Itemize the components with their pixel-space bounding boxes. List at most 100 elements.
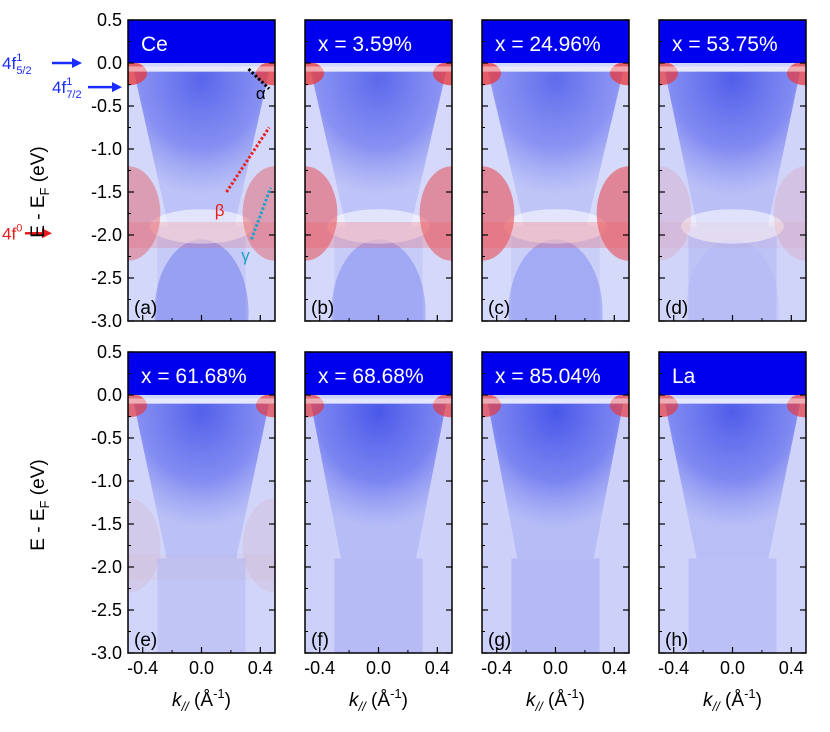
panel-letter: (f) xyxy=(311,630,329,651)
y-tick-label: -1.5 xyxy=(91,514,122,534)
y-tick-label: -3.0 xyxy=(91,643,122,663)
y-axis-label-main: E - E xyxy=(28,195,49,237)
y-tick-label: -2.5 xyxy=(91,268,122,288)
panel-title: Ce xyxy=(141,33,168,56)
f0-label: 4f0 xyxy=(2,222,22,243)
intensity-map xyxy=(482,352,629,653)
y-tick-label: -0.5 xyxy=(91,428,122,448)
panel-c: x = 24.96% (c) xyxy=(481,19,630,322)
ef-hotspot-right xyxy=(786,393,806,418)
intensity-map xyxy=(659,20,806,321)
panel-title: La xyxy=(672,365,696,388)
f0-band-left xyxy=(128,166,161,261)
panel-letter: (b) xyxy=(311,298,334,319)
y-axis-label-main: E - E xyxy=(28,508,49,550)
lower-pocket xyxy=(508,239,603,321)
f0-band-left xyxy=(659,166,692,261)
valence-cone xyxy=(487,403,624,559)
x-tick-label: 0.0 xyxy=(189,658,214,678)
ef-edge-line xyxy=(659,398,806,404)
lower-band xyxy=(157,558,246,653)
beta-label: β xyxy=(215,201,225,220)
y-tick-label: 0.5 xyxy=(97,342,122,362)
intensity-map xyxy=(659,352,806,653)
gamma-label: γ xyxy=(241,246,250,265)
above-ef-block xyxy=(659,20,806,63)
annotation-layer: α β γ 4f1 5/2 4f1 7/2 4f0 xyxy=(2,52,272,265)
x-tick-label: 0.4 xyxy=(425,658,450,678)
panel-letter: (c) xyxy=(488,298,510,319)
y-axis-label-tail: (eV) xyxy=(28,459,49,500)
ef-edge-line xyxy=(305,66,452,72)
y-axis-label-bottom: E - EF (eV) xyxy=(28,459,52,550)
panel-g: x = 85.04% (g) -0.4 0.0 0.4 k// (Å-1) xyxy=(481,351,630,714)
gamma-dispersion-line xyxy=(250,187,272,240)
panel-title: x = 61.68% xyxy=(141,365,247,388)
lower-pocket xyxy=(331,239,426,321)
panel-title: x = 53.75% xyxy=(672,33,778,56)
beta-dispersion-line xyxy=(225,126,271,193)
ef-hotspot-right xyxy=(432,61,452,86)
f72-arrow-head xyxy=(112,82,122,93)
lower-pocket xyxy=(154,239,249,321)
f0-band-right xyxy=(242,498,275,593)
intensity-map xyxy=(305,352,452,653)
f72-label: 4f1 7/2 xyxy=(52,76,82,101)
f0-band-right xyxy=(419,166,452,261)
y-tick-label: -2.5 xyxy=(91,600,122,620)
ef-edge-line xyxy=(128,398,275,404)
f52-arrow-head xyxy=(72,58,82,68)
panel-a: Ce (a) 0.5 0.0 -0.5 -1.0 -1.5 -2.0 -2.5 -3.0 xyxy=(91,10,276,331)
panel-title: x = 24.96% xyxy=(495,33,601,56)
intensity-map xyxy=(128,352,275,653)
ef-edge-line xyxy=(659,66,806,72)
valence-cone xyxy=(664,71,801,227)
f0-band-center xyxy=(305,222,452,248)
ef-hotspot-right xyxy=(255,393,275,418)
gap-white xyxy=(150,209,253,244)
valence-cone xyxy=(664,403,801,559)
panel-f: x = 68.68% (f) -0.4 0.0 0.4 k// (Å-1) xyxy=(304,351,453,714)
ef-edge-line xyxy=(482,66,629,72)
panel-letter: (e) xyxy=(134,630,157,651)
lower-band xyxy=(688,558,777,653)
y-axis-label-tail: (eV) xyxy=(28,146,49,187)
above-ef-block xyxy=(128,352,275,395)
valence-cone xyxy=(487,71,624,227)
panel-title: x = 85.04% xyxy=(495,365,601,388)
valence-cone xyxy=(133,403,270,559)
ef-hotspot-left xyxy=(659,393,679,418)
f0-band-center xyxy=(482,222,629,248)
panel-b: x = 3.59% (b) xyxy=(304,19,453,322)
f0-band-left xyxy=(128,498,161,593)
ef-hotspot-right xyxy=(609,393,629,418)
valence-cone xyxy=(310,71,447,227)
above-ef-block xyxy=(305,20,452,63)
lower-pocket xyxy=(685,239,780,321)
panel-h: La (h) -0.4 0.0 0.4 k// (Å-1) xyxy=(658,351,807,714)
ef-hotspot-left xyxy=(128,61,148,86)
f0-band-right xyxy=(596,166,629,261)
y-axis-label-sub: F xyxy=(37,500,52,508)
f0-band-center xyxy=(128,222,275,248)
ef-hotspot-right xyxy=(609,61,629,86)
intensity-map xyxy=(482,20,629,321)
y-tick-label: -1.0 xyxy=(91,471,122,491)
x-tick-label: -0.4 xyxy=(304,658,335,678)
x-tick-label: 0.4 xyxy=(602,658,627,678)
panel-letter: (d) xyxy=(665,298,688,319)
above-ef-block xyxy=(482,20,629,63)
f0-arrow-head xyxy=(42,228,52,239)
x-tick-label: 0.0 xyxy=(543,658,568,678)
ef-hotspot-right xyxy=(432,393,452,418)
ef-edge-line xyxy=(482,398,629,404)
y-axis-label-sub: F xyxy=(37,187,52,195)
y-tick-label: -2.0 xyxy=(91,225,122,245)
y-tick-label: -0.5 xyxy=(91,96,122,116)
above-ef-block xyxy=(128,20,275,63)
panel-letter: (g) xyxy=(488,630,511,651)
y-axis-label-top: E - EF (eV) xyxy=(28,146,52,237)
f0-band-left xyxy=(482,166,515,261)
y-tick-label: -3.0 xyxy=(91,311,122,331)
